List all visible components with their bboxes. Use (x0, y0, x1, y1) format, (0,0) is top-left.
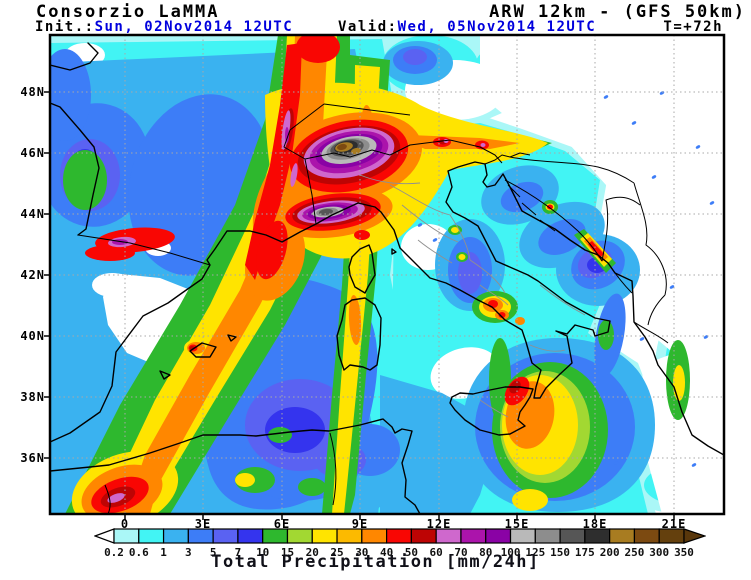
precipitation-field (50, 35, 724, 514)
lon-label: 6E (273, 517, 291, 531)
legend-tick-label: 125 (525, 546, 545, 559)
legend-cell (162, 528, 189, 544)
legend-cell (237, 528, 264, 544)
legend-tick-label: 15 (281, 546, 294, 559)
legend-cell (311, 528, 338, 544)
lat-label: 42N (20, 268, 45, 282)
legend-left-arrow (93, 528, 115, 544)
legend-tick-label: 150 (550, 546, 570, 559)
legend-right-arrow (683, 528, 707, 544)
legend-tick-label: 3 (185, 546, 192, 559)
init-label: Init.: (35, 19, 95, 35)
legend-cell (386, 528, 412, 544)
legend-tick-label: 60 (430, 546, 443, 559)
legend-tick-label: 40 (380, 546, 393, 559)
legend-cell (658, 528, 685, 544)
lon-label: 9E (351, 517, 369, 531)
legend-tick-label: 300 (649, 546, 669, 559)
legend-tick-label: 200 (600, 546, 620, 559)
lon-label: 21E (661, 517, 687, 531)
valid-label: Valid: (338, 19, 398, 35)
valid-value: Wed, 05Nov2014 12UTC (397, 19, 597, 35)
legend-cell (361, 528, 388, 544)
legend-tick-label: 5 (210, 546, 217, 559)
lat-lon-gridlines (50, 35, 724, 514)
legend-tick-label: 0.2 (104, 546, 124, 559)
init-value: Sun, 02Nov2014 12UTC (94, 19, 294, 35)
lat-label: 36N (20, 451, 45, 465)
legend-cell (559, 528, 586, 544)
legend-tick-label: 50 (405, 546, 418, 559)
legend-cell (336, 528, 363, 544)
legend-cell (410, 528, 437, 544)
map-border (48, 33, 726, 516)
legend-cell (609, 528, 636, 544)
model-title: ARW 12km - (GFS 50km) (489, 2, 746, 22)
brand-title: Consorzio LaMMA (36, 2, 220, 22)
legend-tick-label: 350 (674, 546, 694, 559)
legend-tick-label: 7 (235, 546, 242, 559)
legend-cell (435, 528, 462, 544)
region-borders (359, 174, 586, 418)
lat-label: 40N (20, 329, 45, 343)
legend-tick-label: 0.6 (129, 546, 149, 559)
init-time: Init.:Sun, 02Nov2014 12UTC (35, 19, 293, 35)
country-borders (77, 103, 669, 514)
legend-tick-label: 70 (454, 546, 467, 559)
lead-time: T=+72h (663, 19, 723, 35)
lat-label: 38N (20, 390, 45, 404)
plot-title: Total Precipitation [mm/24h] (211, 552, 540, 572)
legend-tick-label: 175 (575, 546, 595, 559)
legend-cell (485, 528, 512, 544)
lon-label: 12E (426, 517, 452, 531)
lat-label: 46N (20, 146, 45, 160)
rain-specks (417, 91, 715, 467)
lat-label: 48N (20, 85, 45, 99)
legend-cell (262, 528, 289, 544)
legend-cell (633, 528, 660, 544)
legend-tick-label: 100 (501, 546, 521, 559)
lon-label: 18E (582, 517, 608, 531)
legend-cell (286, 528, 313, 544)
legend-tick-label: 20 (306, 546, 319, 559)
color-scale: 0.2 0.6 1 3 5 7 10 15 20 25 30 40 50 60 70 80 100 125 150 1… (93, 528, 707, 564)
legend-cell (187, 528, 214, 544)
map-area (44, 33, 726, 520)
legend-tick-label: 250 (624, 546, 644, 559)
lon-label: 0 (120, 517, 130, 531)
valid-time: Valid:Wed, 05Nov2014 12UTC (338, 19, 596, 35)
precipitation-map (44, 33, 726, 520)
legend-tick-label: 30 (355, 546, 368, 559)
legend-tick-label: 1 (160, 546, 167, 559)
legend-cell (534, 528, 561, 544)
lon-label: 15E (504, 517, 530, 531)
legend-cell (460, 528, 487, 544)
legend-tick-label: 80 (479, 546, 492, 559)
legend-cell (138, 528, 165, 544)
legend-tick-label: 10 (256, 546, 269, 559)
legend-cell (584, 528, 611, 544)
legend-cell (509, 528, 536, 544)
legend-cell (113, 528, 140, 544)
lon-label: 3E (194, 517, 212, 531)
legend-tick-label: 25 (330, 546, 343, 559)
legend-cell (212, 528, 239, 544)
lat-label: 44N (20, 207, 45, 221)
